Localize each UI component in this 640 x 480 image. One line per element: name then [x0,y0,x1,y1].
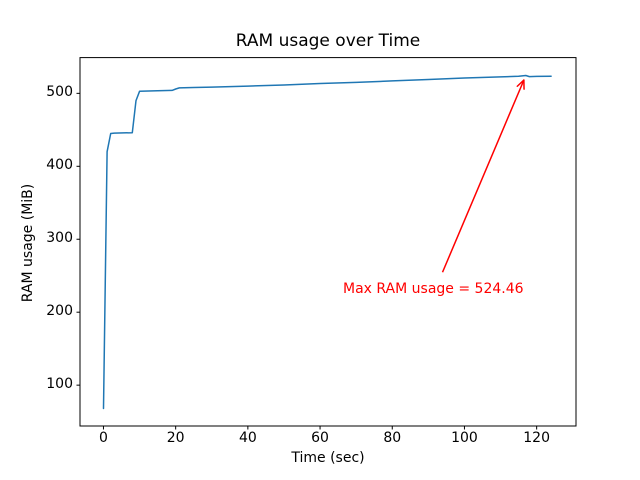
x-tick-label: 100 [451,430,478,446]
x-axis-label: Time (sec) [291,450,365,466]
x-tick-label: 60 [311,430,329,446]
x-tick-label: 0 [98,430,108,446]
chart-title: RAM usage over Time [235,31,421,51]
x-tick-label: 40 [238,430,257,446]
x-tick-label: 20 [166,430,185,446]
annotation-arrow-head [516,79,525,87]
y-tick-label: 200 [46,303,73,320]
plot-spines [79,57,577,427]
annotation-arrow-shaft [441,79,525,273]
y-tick-label: 500 [46,84,73,101]
x-tick-label: 80 [383,430,402,446]
y-tick-label: 100 [46,376,73,393]
max-ram-annotation: Max RAM usage = 524.46 [343,281,524,297]
y-tick-label: 300 [46,230,73,247]
x-tick-label: 120 [523,430,550,446]
ram-usage-line [102,74,552,410]
y-tick-label: 400 [46,157,73,174]
